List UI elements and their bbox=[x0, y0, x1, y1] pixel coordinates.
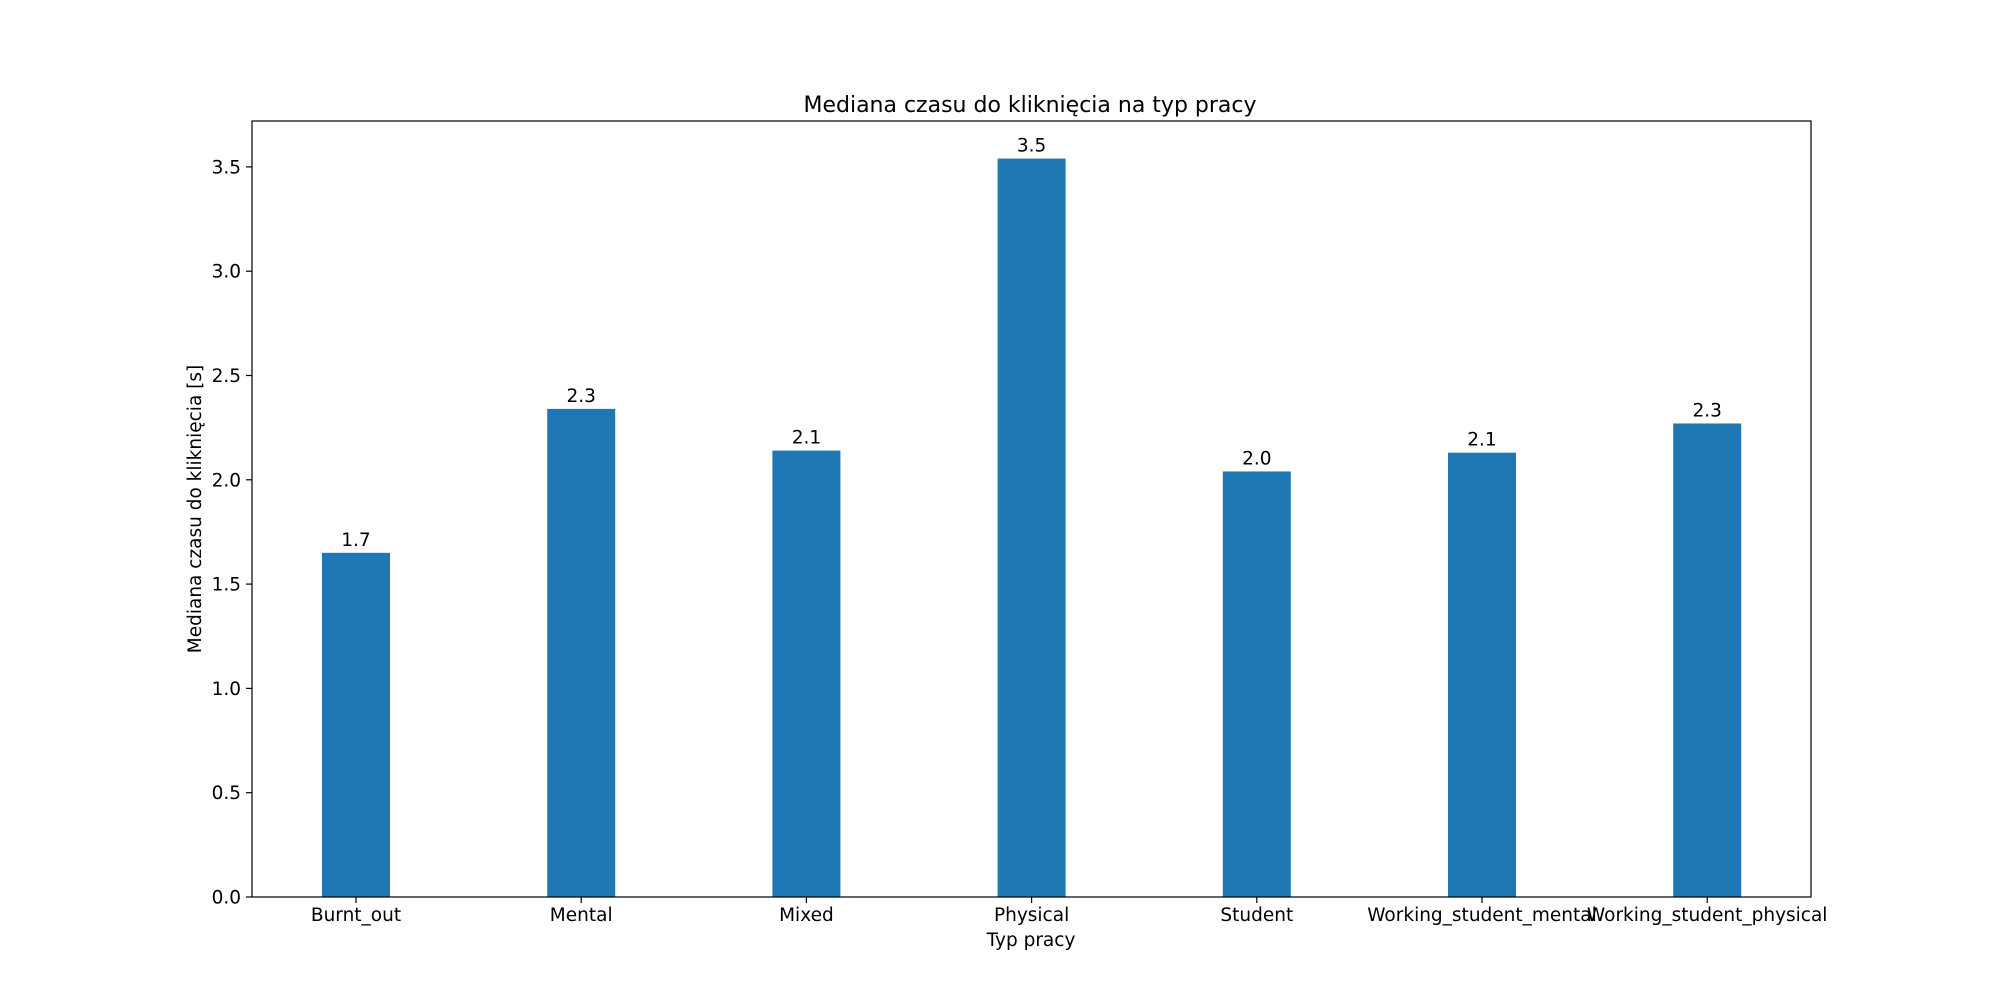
y-tick-label: 3.5 bbox=[212, 157, 241, 178]
y-tick-label: 2.5 bbox=[212, 366, 241, 387]
ticks-layer: Burnt_out Mental Mixed Physical Student Worki… bbox=[212, 157, 1828, 926]
bar-student bbox=[1222, 471, 1291, 897]
bar-mental bbox=[547, 408, 616, 897]
x-tick-label: Physical bbox=[994, 905, 1069, 926]
data-label: 2.3 bbox=[1692, 400, 1721, 421]
bar-physical bbox=[997, 158, 1066, 897]
data-label: 3.5 bbox=[1017, 136, 1046, 157]
data-label: 2.0 bbox=[1242, 448, 1271, 469]
y-tick-label: 2.0 bbox=[212, 470, 241, 491]
chart-title: Mediana czasu do kliknięcia na typ pracy bbox=[803, 93, 1256, 118]
bar-mixed bbox=[772, 450, 841, 897]
plot-frame bbox=[251, 120, 1812, 898]
data-label: 2.1 bbox=[792, 428, 821, 449]
bar-burnt-out bbox=[322, 552, 390, 897]
bar-working-student-physical bbox=[1673, 423, 1742, 897]
data-label: 2.3 bbox=[566, 386, 595, 407]
bars-layer: 1.7 2.3 2.1 3.5 2.0 2.1 2.3 bbox=[322, 136, 1742, 897]
x-tick-label: Mental bbox=[550, 905, 613, 926]
x-tick-label: Working_student_physical bbox=[1587, 905, 1828, 926]
y-tick-label: 3.0 bbox=[212, 262, 241, 283]
y-axis-label: Mediana czasu do kliknięcia [s] bbox=[185, 365, 206, 653]
data-label: 1.7 bbox=[341, 530, 370, 551]
bar-working-student-mental bbox=[1448, 452, 1516, 897]
data-label: 2.1 bbox=[1467, 430, 1496, 451]
x-axis-label: Typ pracy bbox=[986, 930, 1076, 951]
y-tick-label: 0.5 bbox=[212, 783, 241, 804]
x-tick-label: Student bbox=[1220, 905, 1293, 926]
y-tick-label: 1.0 bbox=[212, 679, 241, 700]
y-tick-label: 0.0 bbox=[212, 888, 241, 909]
x-tick-label: Mixed bbox=[779, 905, 834, 926]
x-tick-label: Working_student_mental bbox=[1367, 905, 1597, 926]
y-tick-label: 1.5 bbox=[212, 575, 241, 596]
x-tick-label: Burnt_out bbox=[311, 905, 401, 926]
